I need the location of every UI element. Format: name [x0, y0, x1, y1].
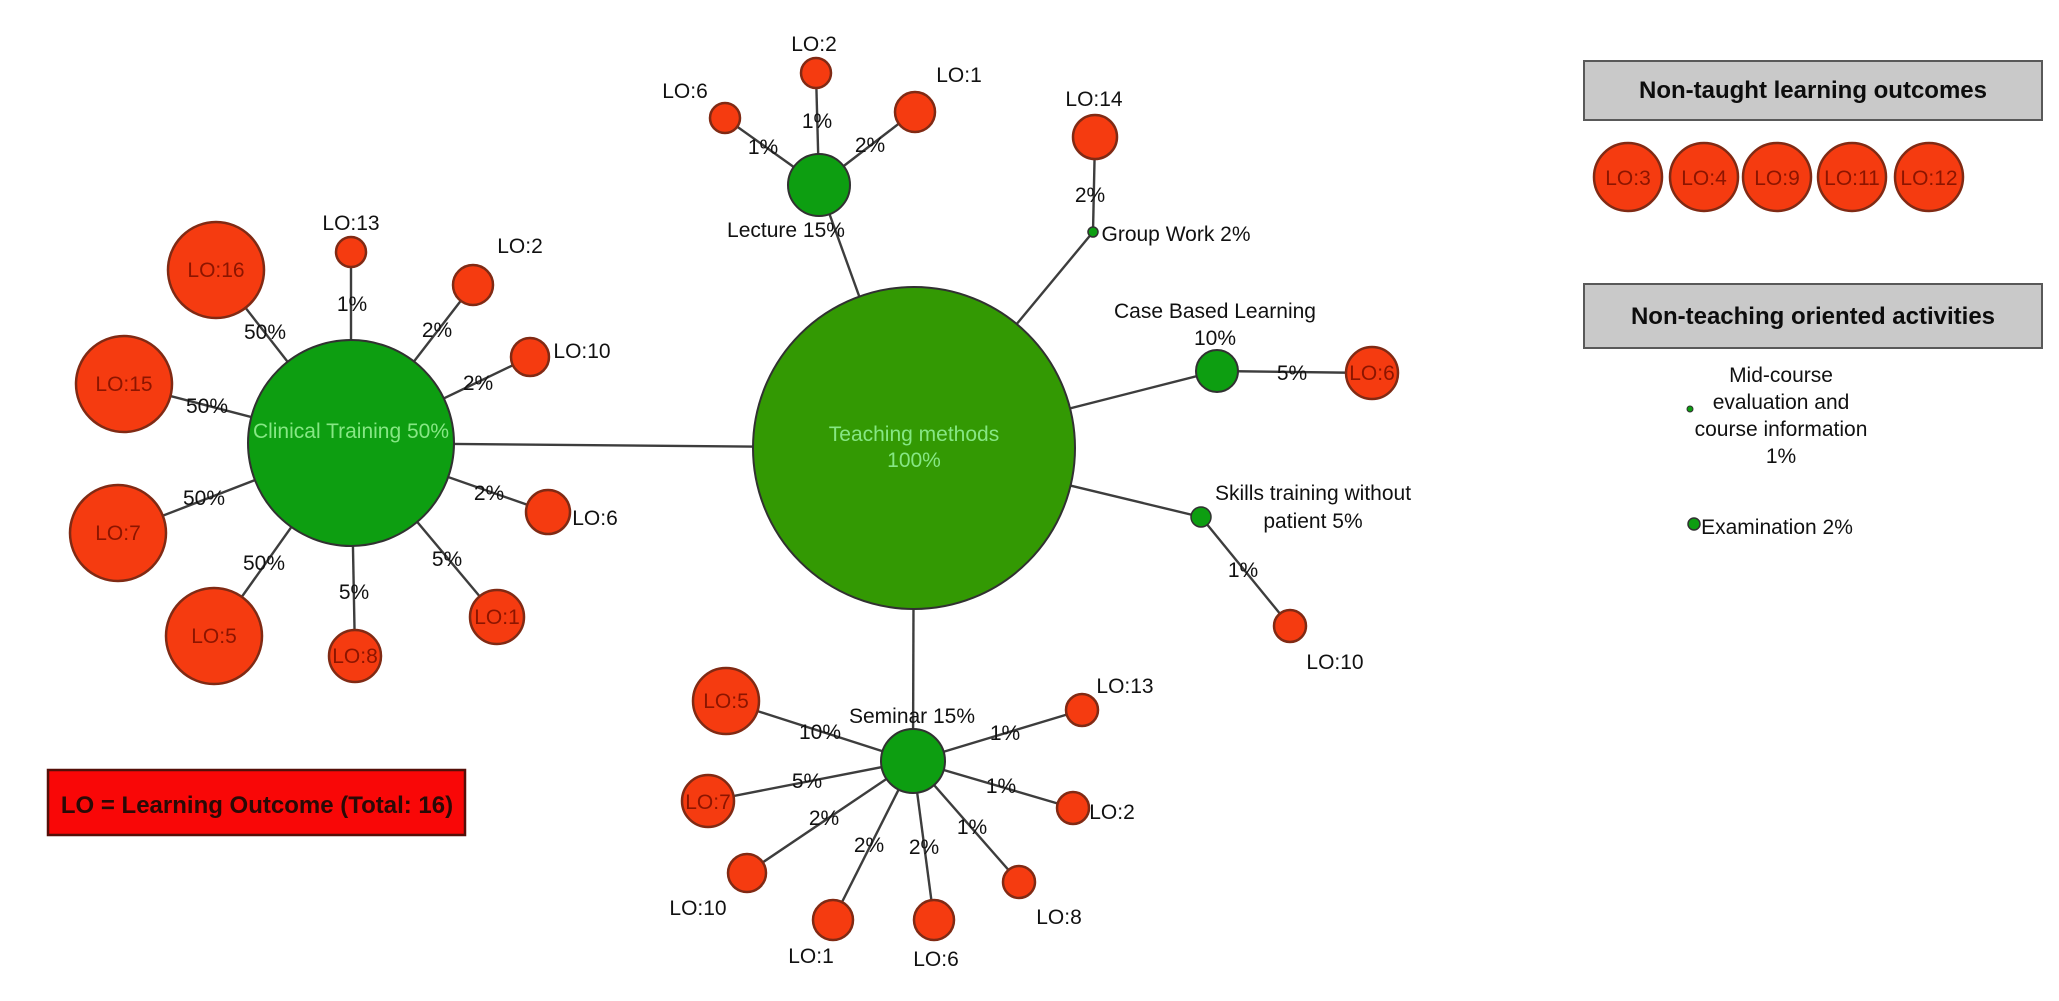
svg-text:LO:16: LO:16 [187, 259, 244, 282]
svg-text:1%: 1% [1228, 559, 1258, 582]
svg-text:Examination 2%: Examination 2% [1701, 516, 1853, 539]
svg-text:LO:14: LO:14 [1065, 88, 1123, 111]
svg-text:50%: 50% [243, 552, 285, 575]
svg-text:LO:7: LO:7 [685, 791, 731, 814]
svg-text:LO:2: LO:2 [497, 235, 543, 258]
svg-text:LO:15: LO:15 [95, 373, 152, 396]
svg-text:LO:1: LO:1 [788, 945, 834, 968]
svg-text:1%: 1% [957, 816, 987, 839]
svg-text:Clinical Training 50%: Clinical Training 50% [253, 420, 449, 443]
svg-text:1%: 1% [986, 775, 1016, 798]
svg-text:LO:3: LO:3 [1605, 167, 1651, 190]
svg-text:Case Based Learning: Case Based Learning [1114, 300, 1316, 323]
svg-text:2%: 2% [474, 482, 504, 505]
svg-text:LO:10: LO:10 [669, 897, 726, 920]
svg-text:LO = Learning Outcome (Total:: LO = Learning Outcome (Total: 16) [61, 792, 453, 819]
svg-text:LO:11: LO:11 [1824, 167, 1880, 190]
svg-text:50%: 50% [244, 321, 286, 344]
svg-text:100%: 100% [887, 449, 941, 472]
svg-text:LO:5: LO:5 [703, 690, 749, 713]
svg-text:10%: 10% [799, 721, 841, 744]
svg-text:LO:8: LO:8 [1036, 906, 1082, 929]
svg-text:LO:2: LO:2 [1089, 801, 1135, 824]
svg-text:1%: 1% [990, 722, 1020, 745]
svg-text:LO:8: LO:8 [332, 645, 378, 668]
svg-text:LO:13: LO:13 [322, 212, 379, 235]
svg-text:Non-teaching oriented activiti: Non-teaching oriented activities [1631, 303, 1995, 330]
svg-text:LO:1: LO:1 [474, 606, 520, 629]
svg-text:1%: 1% [748, 136, 778, 159]
svg-text:2%: 2% [909, 836, 939, 859]
svg-text:2%: 2% [463, 372, 493, 395]
svg-text:50%: 50% [186, 395, 228, 418]
svg-text:LO:10: LO:10 [553, 340, 610, 363]
svg-text:1%: 1% [802, 110, 832, 133]
svg-text:LO:5: LO:5 [191, 625, 237, 648]
svg-text:2%: 2% [854, 834, 884, 857]
svg-text:2%: 2% [809, 807, 839, 830]
svg-text:LO:10: LO:10 [1306, 651, 1363, 674]
svg-text:Skills training without: Skills training without [1215, 482, 1411, 505]
svg-text:LO:6: LO:6 [913, 948, 959, 971]
svg-text:LO:9: LO:9 [1754, 167, 1800, 190]
svg-text:5%: 5% [792, 770, 822, 793]
svg-text:2%: 2% [855, 134, 885, 157]
svg-text:Lecture 15%: Lecture 15% [727, 219, 845, 242]
svg-text:2%: 2% [422, 319, 452, 342]
svg-text:course information: course information [1695, 418, 1868, 441]
svg-text:Seminar 15%: Seminar 15% [849, 705, 975, 728]
svg-text:LO:12: LO:12 [1900, 167, 1957, 190]
svg-text:Teaching methods: Teaching methods [829, 423, 999, 446]
svg-text:evaluation and: evaluation and [1713, 391, 1850, 414]
svg-text:1%: 1% [1766, 445, 1796, 468]
svg-text:5%: 5% [432, 548, 462, 571]
svg-text:Group Work 2%: Group Work 2% [1102, 223, 1251, 246]
svg-text:LO:1: LO:1 [936, 64, 982, 87]
svg-text:Mid-course: Mid-course [1729, 364, 1833, 387]
svg-text:Non-taught learning outcomes: Non-taught learning outcomes [1639, 77, 1987, 104]
svg-text:2%: 2% [1075, 184, 1105, 207]
svg-text:5%: 5% [339, 581, 369, 604]
svg-text:LO:13: LO:13 [1096, 675, 1153, 698]
svg-text:1%: 1% [337, 293, 367, 316]
svg-text:LO:2: LO:2 [791, 33, 837, 56]
svg-text:LO:6: LO:6 [662, 80, 708, 103]
svg-text:patient 5%: patient 5% [1263, 510, 1362, 533]
svg-text:5%: 5% [1277, 362, 1307, 385]
svg-text:50%: 50% [183, 487, 225, 510]
svg-text:LO:7: LO:7 [95, 522, 141, 545]
svg-text:LO:6: LO:6 [572, 507, 618, 530]
svg-text:10%: 10% [1194, 327, 1236, 350]
svg-text:LO:4: LO:4 [1681, 167, 1727, 190]
svg-text:LO:6: LO:6 [1349, 362, 1395, 385]
